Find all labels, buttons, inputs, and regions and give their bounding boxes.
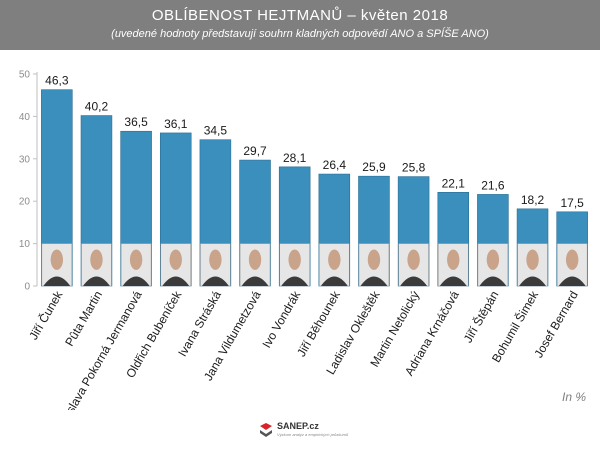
portrait-shoulders [400, 276, 428, 286]
value-label: 34,5 [204, 124, 228, 138]
portrait-shoulders [83, 276, 110, 286]
portrait-shoulders [122, 276, 150, 286]
value-label: 46,3 [45, 74, 69, 88]
value-label: 36,5 [124, 115, 148, 129]
portrait-face [447, 249, 460, 270]
chart-header: OBLÍBENOST HEJTMANŮ – květen 2018 (uvede… [0, 0, 600, 50]
value-label: 26,4 [323, 158, 347, 172]
category-label: Pûta Martin [62, 289, 105, 349]
portrait-face [526, 249, 539, 270]
value-label: 25,9 [362, 160, 386, 174]
chart-subtitle: (uvedené hodnoty představují souhrn klad… [111, 28, 489, 40]
portrait-shoulders [162, 276, 190, 286]
portrait-shoulders [519, 276, 546, 286]
portrait-shoulders [558, 276, 586, 286]
portrait-face [129, 249, 143, 270]
chart-title: OBLÍBENOST HEJTMANŮ – květen 2018 [151, 7, 449, 24]
value-label: 36,1 [164, 117, 188, 131]
y-tick-label: 30 [19, 154, 31, 165]
value-label: 25,8 [402, 161, 426, 175]
y-tick-label: 20 [19, 197, 31, 208]
portrait-face [90, 249, 103, 270]
portrait-face [248, 249, 262, 270]
value-label: 18,2 [521, 193, 545, 207]
portrait-face [288, 249, 301, 270]
portrait-face [328, 249, 341, 270]
portrait-shoulders [360, 276, 388, 286]
portrait-shoulders [439, 276, 467, 286]
value-label: 17,5 [560, 196, 584, 210]
category-label: Ivo Vondrák [259, 288, 303, 351]
logo-tagline: Výzkum analýz a empirických průzkumů [277, 432, 349, 437]
value-label: 29,7 [243, 144, 267, 158]
y-tick-label: 0 [24, 282, 30, 293]
y-tick-label: 40 [19, 112, 31, 123]
value-label: 22,1 [442, 176, 466, 190]
portrait-shoulders [320, 276, 348, 286]
value-label: 28,1 [283, 151, 307, 165]
bar-chart: 0 10 20 30 40 50 46,3 Jiří Čunek 40,2 Pûta Martin… [19, 70, 588, 410]
portrait-face [565, 249, 579, 270]
portrait-shoulders [281, 276, 309, 286]
portrait-shoulders [43, 276, 71, 286]
value-label: 40,2 [85, 100, 109, 114]
y-tick-label: 10 [19, 239, 31, 250]
portrait-face [169, 249, 182, 270]
footer: SANEP.cz Výzkum analýz a empirických prů… [0, 416, 600, 450]
value-label: 21,6 [481, 178, 505, 192]
y-tick-label: 50 [19, 70, 31, 81]
unit-note: In % [561, 390, 586, 404]
portrait-face [486, 249, 500, 270]
portrait-shoulders [201, 276, 229, 286]
portrait-shoulders [479, 276, 507, 286]
logo-text: SANEP.cz [277, 421, 319, 431]
portrait-face [50, 249, 64, 270]
portrait-face [209, 249, 222, 270]
portrait-shoulders [241, 276, 269, 286]
category-label: Jiří Čunek [25, 287, 65, 342]
portrait-face [407, 249, 420, 270]
category-label: Jiří Štěpán [460, 288, 502, 345]
portrait-face [367, 249, 381, 270]
sanep-logo-icon [260, 423, 272, 437]
